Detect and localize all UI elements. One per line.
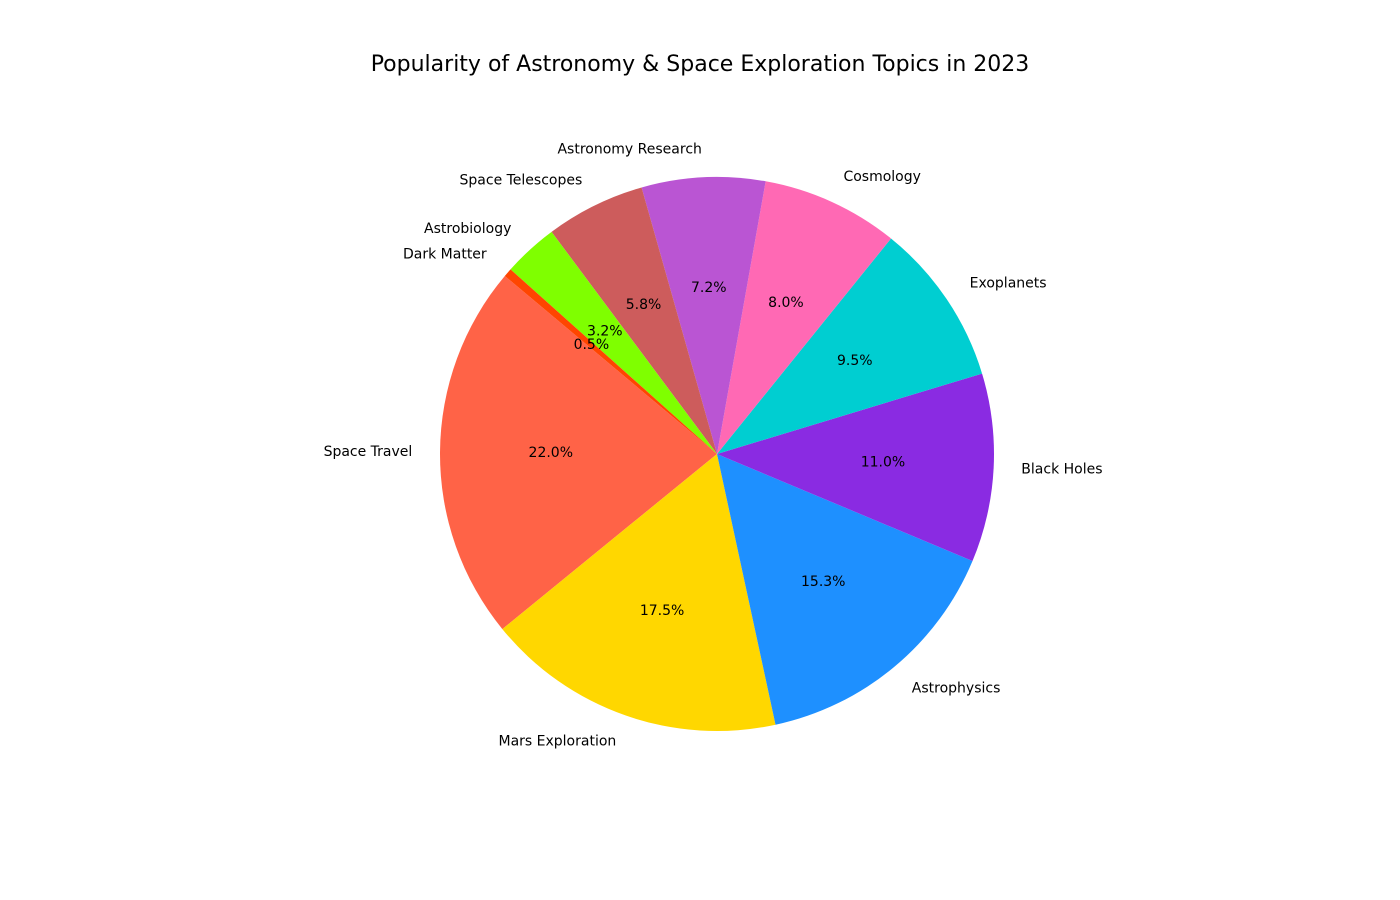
pie-slice-exoplanets [717,238,983,454]
pie-slice-mars-exploration [502,454,776,731]
pie-slice-astrobiology [510,231,717,454]
pie-slice-astronomy-research [641,177,766,454]
slice-label-astrophysics: Astrophysics [912,680,1001,696]
slice-label-exoplanets: Exoplanets [970,276,1047,292]
pct-label-astronomy-research: 7.2% [691,280,727,296]
pie-slice-cosmology [717,181,892,455]
slice-label-space-telescopes: Space Telescopes [460,173,583,189]
slice-label-cosmology: Cosmology [843,169,920,185]
pie-slice-dark-matter [504,269,717,454]
pct-label-exoplanets: 9.5% [837,353,873,369]
slice-label-astrobiology: Astrobiology [424,221,511,237]
pct-label-mars-exploration: 17.5% [640,603,684,619]
pie-slice-black-holes [717,373,995,561]
pct-label-astrobiology: 3.2% [587,323,623,339]
pct-label-black-holes: 11.0% [861,454,905,470]
chart-title: Popularity of Astronomy & Space Explorat… [370,52,1030,77]
pct-label-dark-matter: 0.5% [574,337,610,353]
pct-label-astrophysics: 15.3% [801,574,845,590]
slice-label-dark-matter: Dark Matter [403,247,487,263]
slice-label-black-holes: Black Holes [1021,462,1102,478]
pie-slice-space-telescopes [551,187,717,454]
pct-label-space-telescopes: 5.8% [626,297,662,313]
slice-label-astronomy-research: Astronomy Research [557,142,701,158]
pie-slice-astrophysics [717,454,973,725]
pie-slice-space-travel [440,275,717,630]
pct-label-cosmology: 8.0% [768,295,804,311]
slice-label-mars-exploration: Mars Exploration [498,734,616,750]
slice-label-space-travel: Space Travel [324,444,413,460]
pct-label-space-travel: 22.0% [529,445,573,461]
